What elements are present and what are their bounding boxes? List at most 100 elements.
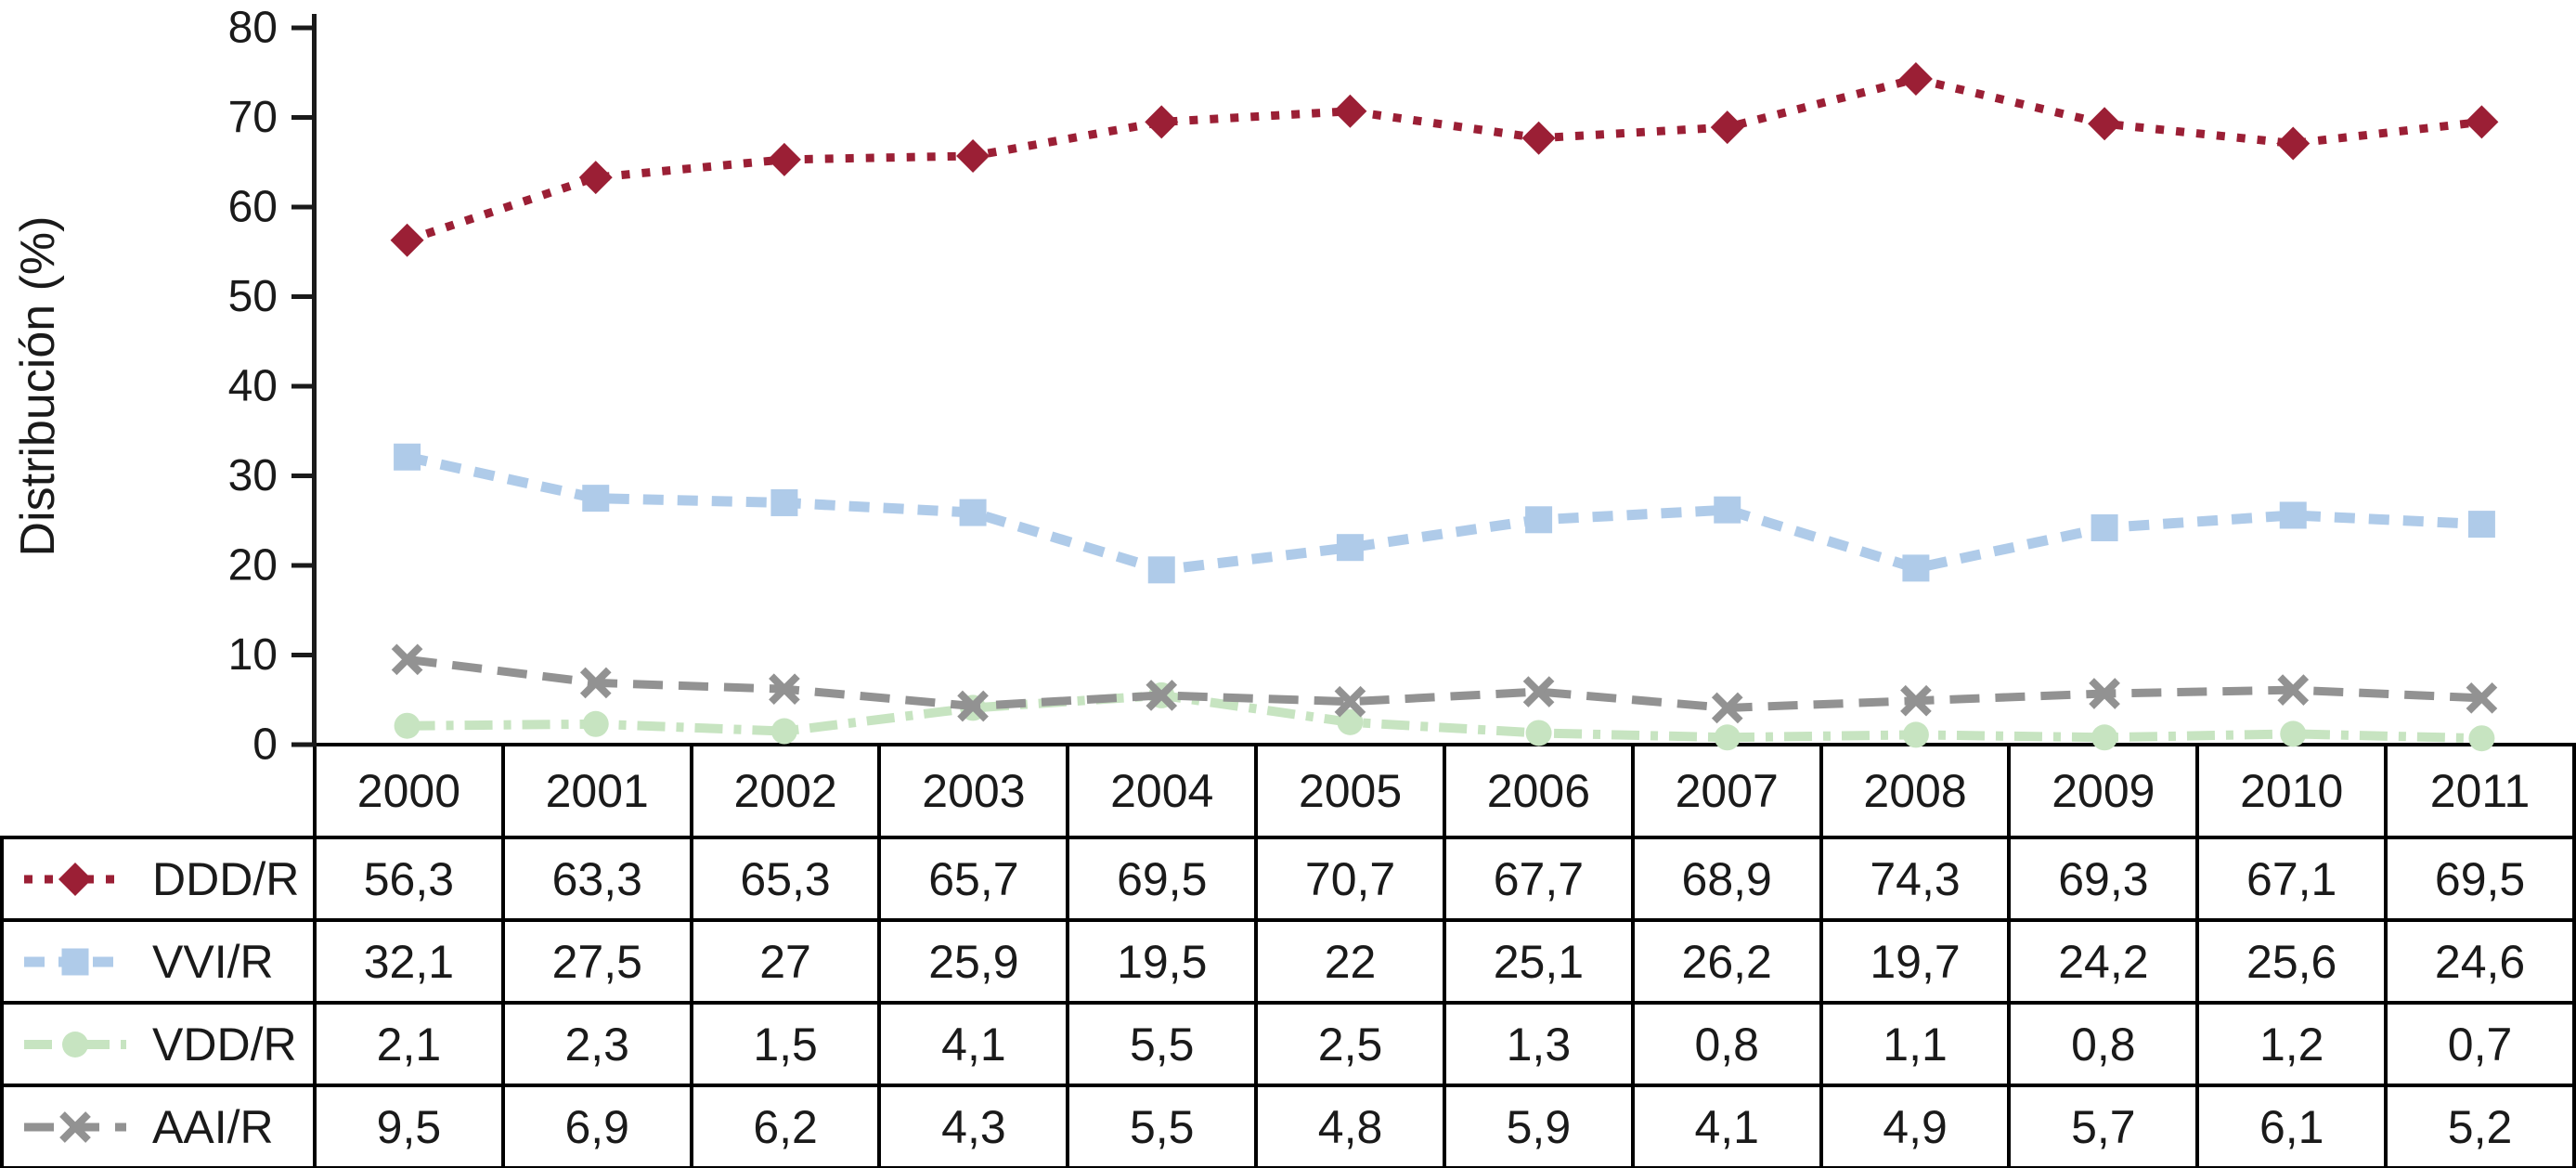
value-cell: 24,6 <box>2384 918 2576 1005</box>
circle-icon <box>1337 708 1364 735</box>
square-icon <box>2091 513 2118 541</box>
value-cell: 67,7 <box>1442 836 1635 922</box>
square-icon <box>582 485 610 513</box>
square-icon <box>770 488 798 516</box>
year-header-cell: 2006 <box>1442 743 1635 839</box>
x-cross-icon <box>59 1110 91 1143</box>
year-header-cell: 2002 <box>689 743 882 839</box>
y-axis-tick-label: 80 <box>228 4 278 53</box>
value-cell: 5,9 <box>1442 1084 1635 1168</box>
diamond-icon <box>2465 105 2499 139</box>
value-cell: 25,1 <box>1442 918 1635 1005</box>
year-header-cell: 2007 <box>1630 743 1823 839</box>
diamond-icon <box>956 138 990 173</box>
table-row-vvi-r: VVI/R 32,1 27,5 27 25,9 19,5 22 25,1 26,2 19,7 24,… <box>0 918 2576 1005</box>
legend-sample-ddd-r <box>24 862 126 896</box>
value-cell: 4,3 <box>877 1084 1070 1168</box>
value-cell: 26,2 <box>1630 918 1823 1005</box>
series-line <box>407 655 2482 712</box>
legend-entry: VDD/R <box>4 1018 313 1071</box>
y-axis-tick-label: 10 <box>228 630 278 680</box>
x-cross-icon <box>2466 681 2498 714</box>
year-header-cell: 2005 <box>1254 743 1446 839</box>
value-cell: 68,9 <box>1630 836 1823 922</box>
diamond-icon <box>1898 62 1933 97</box>
value-cell: 25,9 <box>877 918 1070 1005</box>
diamond-icon <box>767 142 801 176</box>
value-cell: 4,9 <box>1819 1084 2012 1168</box>
y-axis-tick-label: 30 <box>228 451 278 500</box>
square-icon <box>1336 534 1364 562</box>
year-header-cell: 2003 <box>877 743 1070 839</box>
x-cross-icon <box>1522 676 1555 707</box>
value-cell: 19,7 <box>1819 918 2012 1005</box>
value-cell: 1,5 <box>689 1001 882 1087</box>
series-line <box>407 690 2482 744</box>
value-cell: 69,5 <box>2384 836 2576 922</box>
value-cell: 5,5 <box>1066 1084 1259 1168</box>
legend-entry: AAI/R <box>4 1100 313 1154</box>
row-label-cell: VDD/R <box>0 1001 317 1087</box>
value-cell: 65,7 <box>877 836 1070 922</box>
series-vvi-r <box>394 443 2495 584</box>
series-layer <box>390 62 2499 752</box>
x-cross-icon <box>769 673 800 705</box>
value-cell: 70,7 <box>1254 836 1446 922</box>
legend-entry: DDD/R <box>4 852 313 906</box>
diamond-icon <box>2276 126 2311 161</box>
table-corner-cell <box>2 745 315 837</box>
legend-sample-vvi-r <box>24 948 126 975</box>
x-cross-icon <box>2089 678 2120 709</box>
x-cross-icon <box>1900 684 1932 717</box>
square-icon <box>61 948 89 975</box>
value-cell: 27,5 <box>500 918 693 1005</box>
value-cell: 2,1 <box>313 1001 505 1087</box>
value-cell: 74,3 <box>1819 836 2012 922</box>
x-cross-icon <box>1711 692 1743 724</box>
x-cross-icon <box>1334 685 1366 718</box>
legend-sample-vdd-r <box>24 1031 126 1058</box>
row-label-cell: VVI/R <box>0 918 317 1005</box>
value-cell: 65,3 <box>689 836 882 922</box>
value-cell: 27 <box>689 918 882 1005</box>
value-cell: 5,7 <box>2007 1084 2200 1168</box>
value-cell: 2,5 <box>1254 1001 1446 1087</box>
year-header-cell: 2004 <box>1066 743 1259 839</box>
value-cell: 5,5 <box>1066 1001 1259 1087</box>
circle-icon <box>770 718 797 745</box>
value-cell: 24,2 <box>2007 918 2200 1005</box>
diamond-icon <box>578 161 613 195</box>
circle-icon <box>582 710 609 737</box>
value-cell: 32,1 <box>313 918 505 1005</box>
legend-sample-aai-r <box>24 1110 126 1143</box>
series-line <box>406 74 2482 244</box>
row-label-cell: AAI/R <box>0 1084 317 1168</box>
square-icon <box>2279 501 2307 529</box>
y-axis-tick-label: 40 <box>228 362 278 411</box>
value-cell: 67,1 <box>2195 836 2388 922</box>
square-icon <box>1525 506 1553 534</box>
diamond-icon <box>58 862 92 896</box>
year-header-cell: 2008 <box>1819 743 2012 839</box>
value-cell: 4,1 <box>1630 1084 1823 1168</box>
square-icon <box>394 443 421 471</box>
x-cross-icon <box>1146 680 1178 711</box>
circle-icon <box>394 712 421 739</box>
value-cell: 6,9 <box>500 1084 693 1168</box>
value-cell: 4,8 <box>1254 1084 1446 1168</box>
value-cell: 2,3 <box>500 1001 693 1087</box>
diamond-icon <box>1521 121 1556 155</box>
series-ddd-r <box>390 62 2499 257</box>
diamond-icon <box>2088 107 2122 141</box>
value-cell: 6,1 <box>2195 1084 2388 1168</box>
value-cell: 69,3 <box>2007 836 2200 922</box>
y-axis-title: Distribución (%) <box>11 216 65 557</box>
circle-icon <box>960 694 987 721</box>
data-table: 2000 2001 2002 2003 2004 2005 2006 2007 2008 2009… <box>0 743 2576 1168</box>
square-icon <box>1902 554 1930 582</box>
diamond-icon <box>390 223 424 257</box>
x-cross-icon <box>2277 674 2310 706</box>
x-cross-icon <box>579 667 612 699</box>
